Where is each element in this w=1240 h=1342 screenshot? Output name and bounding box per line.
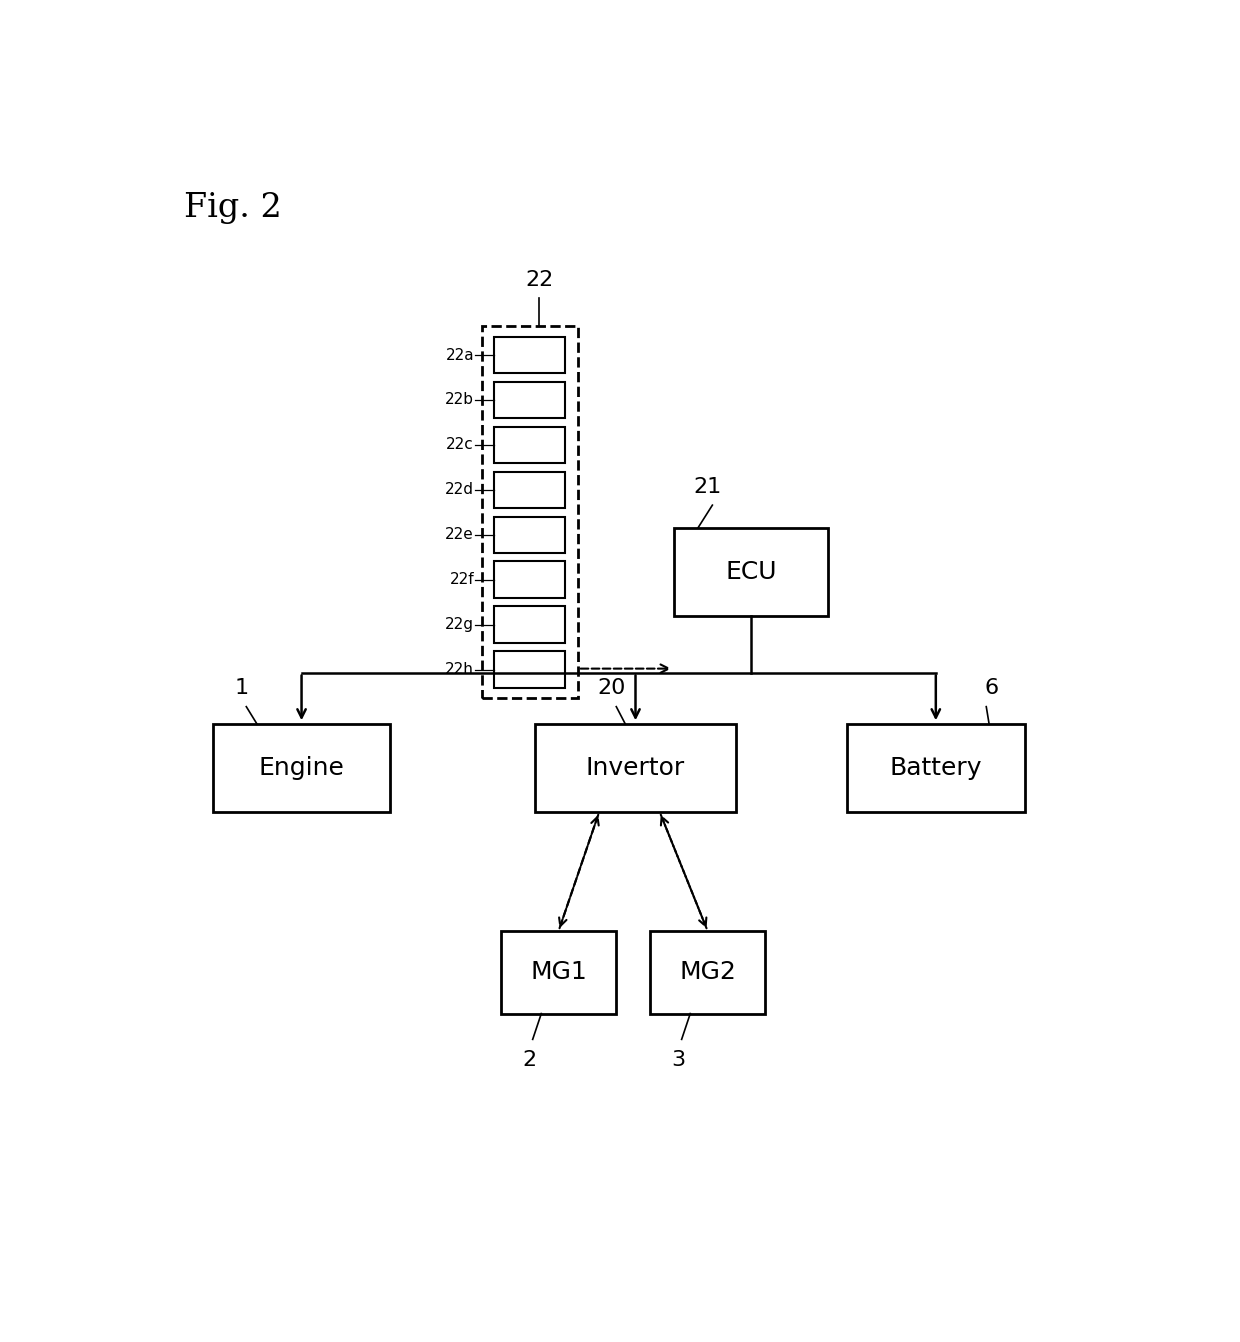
Text: Engine: Engine (259, 756, 345, 780)
Text: 22b: 22b (445, 392, 474, 408)
Text: 20: 20 (598, 678, 626, 698)
Text: 22h: 22h (445, 662, 474, 678)
Text: MG2: MG2 (680, 961, 737, 984)
Text: 22e: 22e (445, 527, 474, 542)
Text: 22c: 22c (446, 437, 474, 452)
Bar (213, 725, 391, 812)
Text: 22a: 22a (445, 348, 474, 362)
Bar (495, 651, 565, 688)
Bar (501, 931, 616, 1013)
Text: 22f: 22f (449, 572, 474, 588)
Text: 1: 1 (234, 678, 248, 698)
Bar (847, 725, 1024, 812)
Bar (481, 326, 578, 698)
Text: 22: 22 (526, 270, 553, 290)
Text: 6: 6 (985, 678, 998, 698)
Bar (495, 337, 565, 373)
Text: ECU: ECU (725, 560, 776, 584)
Bar (495, 427, 565, 463)
Bar (495, 607, 565, 643)
Bar (534, 725, 737, 812)
Text: Fig. 2: Fig. 2 (184, 192, 281, 224)
Bar (650, 931, 765, 1013)
Text: 22g: 22g (445, 617, 474, 632)
Text: Invertor: Invertor (585, 756, 686, 780)
Bar (495, 471, 565, 509)
Bar (495, 381, 565, 419)
Text: 22d: 22d (445, 482, 474, 498)
Text: 2: 2 (523, 1049, 537, 1070)
Text: MG1: MG1 (531, 961, 587, 984)
Text: Battery: Battery (889, 756, 982, 780)
Bar (495, 517, 565, 553)
Bar (495, 561, 565, 599)
Text: 21: 21 (693, 476, 722, 497)
Text: 3: 3 (672, 1049, 686, 1070)
Bar (675, 527, 828, 616)
